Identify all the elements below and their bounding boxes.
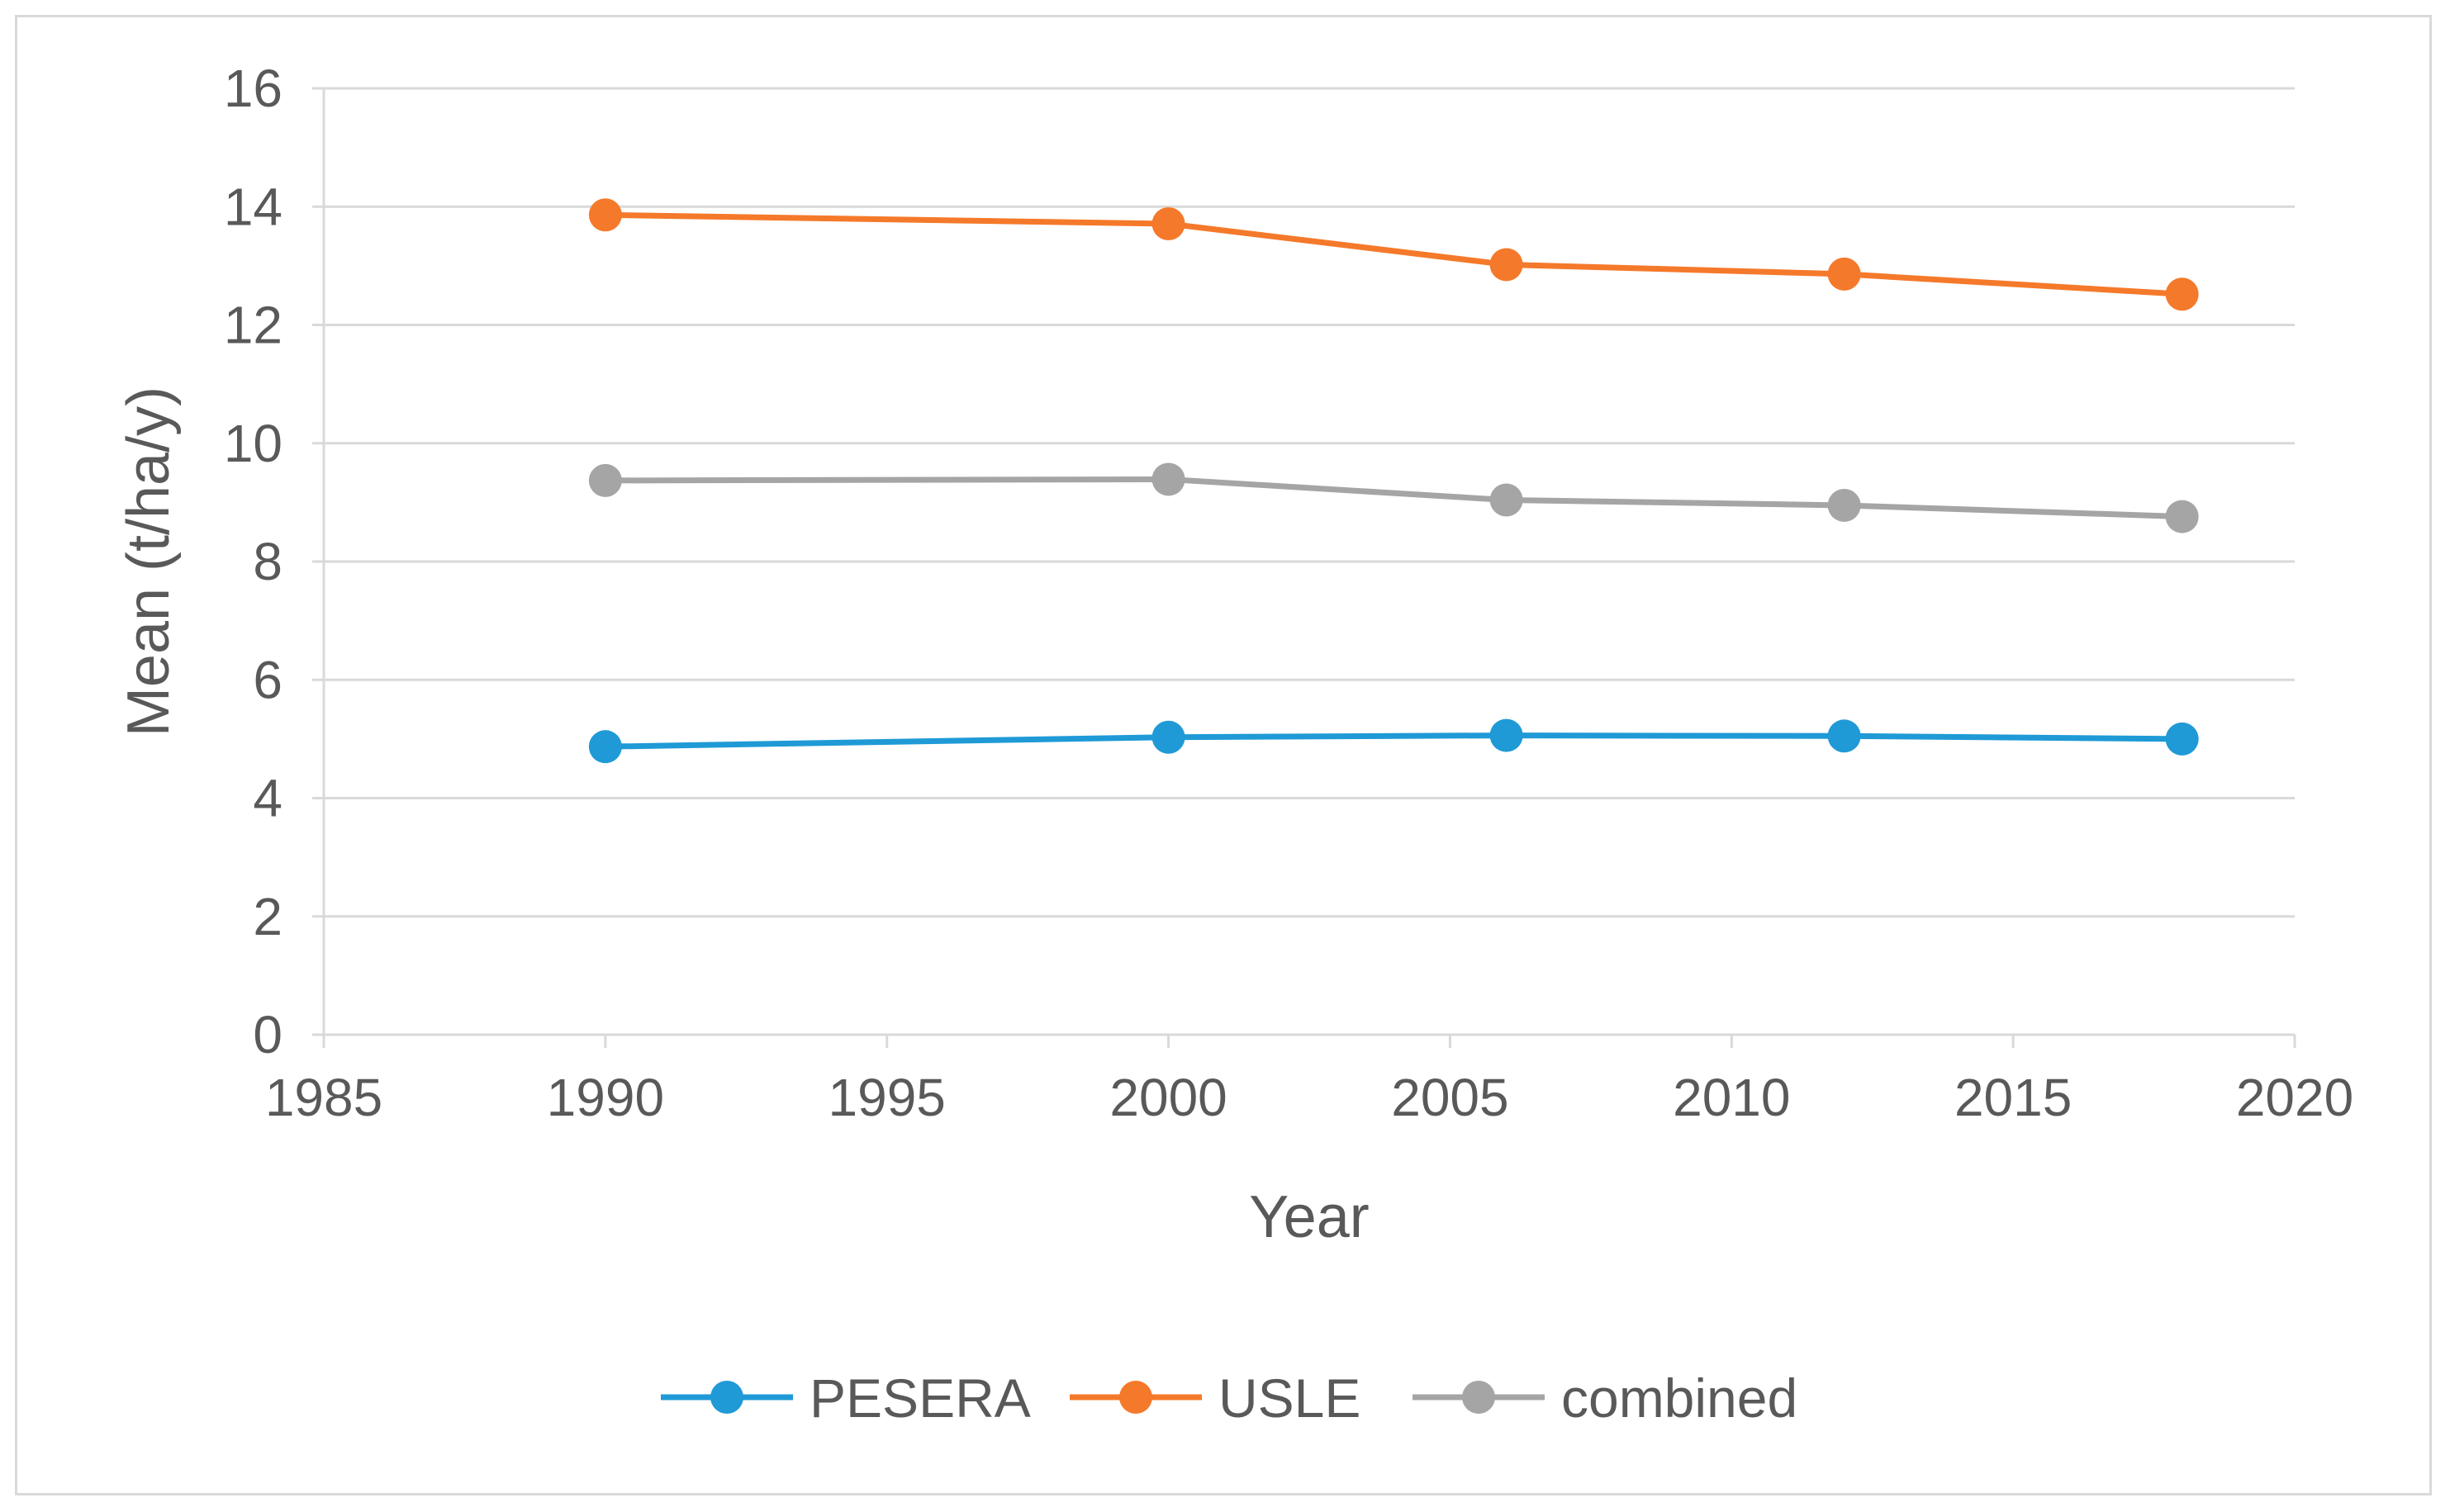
x-axis-ticks: 1985 1990 1995 2000 2005 2010 2015 2020 — [265, 1035, 2353, 1127]
series-line-usle — [605, 211, 2182, 297]
data-point-usle-1990 — [588, 198, 622, 232]
legend-swatch-marker-usle — [1119, 1381, 1152, 1414]
legend: PESERA USLE combined — [661, 1367, 1797, 1429]
y-tick-label-6: 6 — [253, 650, 283, 709]
x-tick-label-2000: 2000 — [1109, 1068, 1227, 1127]
legend-swatch-marker-pesera — [710, 1381, 743, 1414]
data-point-pesera-2000 — [1151, 720, 1185, 754]
y-axis-ticks: 0 2 4 6 8 10 12 14 16 — [224, 59, 324, 1064]
chart-frame — [15, 15, 2432, 1495]
data-point-combined-2012 — [1827, 488, 1861, 522]
y-tick-label-10: 10 — [224, 414, 283, 473]
legend-label-usle: USLE — [1218, 1367, 1360, 1429]
x-tick-label-1995: 1995 — [829, 1068, 946, 1127]
series-line-pesera — [605, 732, 2182, 750]
y-tick-label-4: 4 — [253, 769, 283, 828]
series-usle — [588, 198, 2199, 311]
legend-label-combined: combined — [1561, 1367, 1797, 1429]
x-tick-label-2015: 2015 — [1954, 1068, 2072, 1127]
x-tick-label-1985: 1985 — [265, 1068, 382, 1127]
series-layer — [588, 198, 2199, 764]
legend-item-usle: USLE — [1070, 1367, 1360, 1429]
x-tick-label-2010: 2010 — [1673, 1068, 1790, 1127]
x-tick-label-1990: 1990 — [547, 1068, 664, 1127]
data-point-pesera-1990 — [588, 730, 622, 764]
gridlines — [324, 87, 2295, 918]
x-tick-label-2005: 2005 — [1391, 1068, 1508, 1127]
data-point-usle-2006 — [1489, 248, 1523, 282]
data-point-pesera-2006 — [1489, 718, 1523, 752]
data-point-combined-2006 — [1489, 483, 1523, 517]
legend-swatch-marker-combined — [1462, 1381, 1495, 1414]
data-point-combined-2018 — [2165, 500, 2199, 533]
y-tick-label-12: 12 — [224, 296, 283, 355]
data-point-usle-2012 — [1827, 257, 1861, 291]
y-tick-label-0: 0 — [253, 1005, 283, 1064]
legend-item-combined: combined — [1413, 1367, 1797, 1429]
data-point-pesera-2018 — [2165, 722, 2199, 756]
y-axis-title: Mean (t/ha/y) — [116, 386, 182, 737]
series-combined — [588, 462, 2199, 533]
y-tick-label-8: 8 — [253, 532, 283, 591]
x-tick-label-2020: 2020 — [2236, 1068, 2353, 1127]
legend-item-pesera: PESERA — [661, 1367, 1031, 1429]
series-pesera — [588, 718, 2199, 764]
y-tick-label-14: 14 — [224, 177, 283, 236]
data-point-usle-2000 — [1151, 207, 1185, 241]
data-point-combined-1990 — [588, 463, 622, 497]
legend-label-pesera: PESERA — [810, 1367, 1031, 1429]
y-tick-label-2: 2 — [253, 887, 283, 946]
y-tick-label-16: 16 — [224, 59, 283, 118]
x-axis-title: Year — [1249, 1184, 1369, 1250]
data-point-pesera-2012 — [1827, 719, 1861, 753]
series-line-combined — [605, 476, 2182, 520]
data-point-usle-2018 — [2165, 277, 2199, 311]
data-point-combined-2000 — [1151, 462, 1185, 496]
